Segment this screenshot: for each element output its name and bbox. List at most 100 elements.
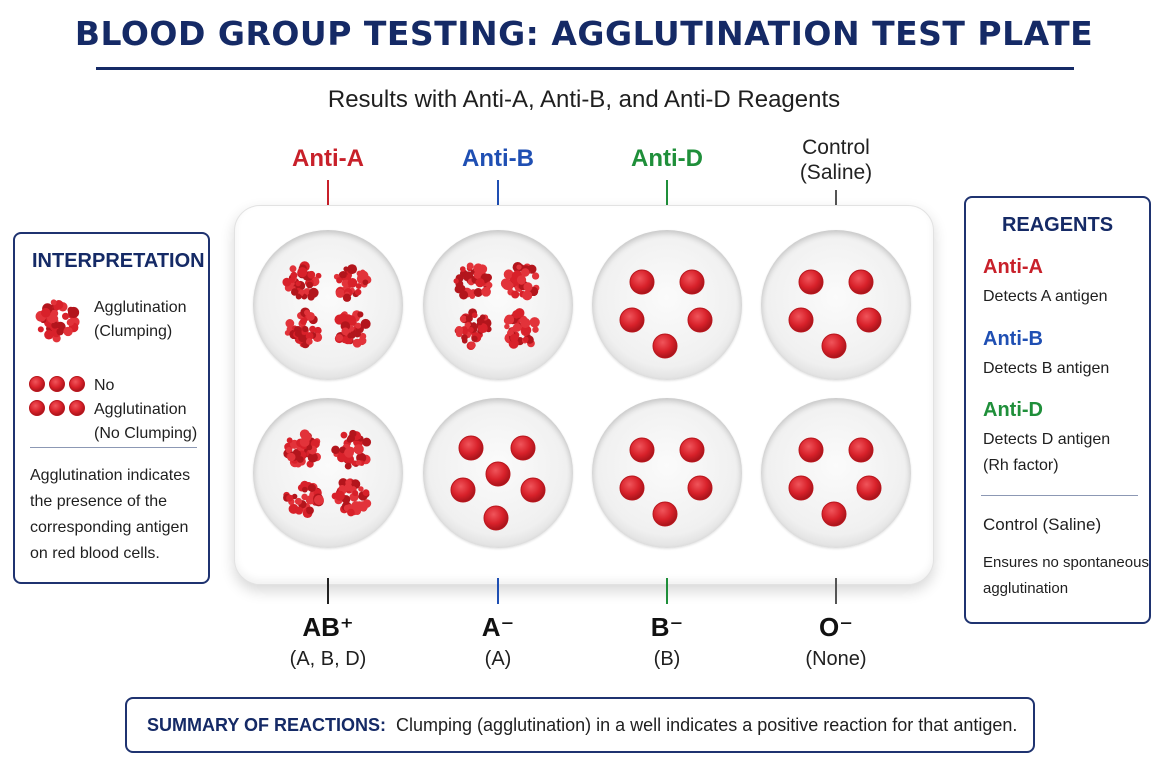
legend-no-agglutination-label: No Agglutination (No Clumping): [94, 374, 208, 446]
red-cell: [619, 475, 645, 501]
well-row2-anti-a: [253, 398, 403, 548]
result-type-a-negative: A⁻: [481, 612, 515, 642]
interpretation-note-line: corresponding antigen: [30, 519, 189, 536]
red-cell: [821, 333, 847, 359]
reagent-desc-line: (Rh factor): [983, 457, 1059, 474]
reagent-desc-line: Detects D antigen: [983, 431, 1111, 448]
red-cell: [687, 307, 713, 333]
clump: [284, 307, 323, 349]
red-cell: [483, 505, 509, 531]
red-cell: [619, 307, 645, 333]
red-cell: [49, 400, 65, 416]
well-row1-anti-a: [253, 230, 403, 380]
interpretation-note-line: on red blood cells.: [30, 545, 160, 562]
well-row2-anti-b: [423, 398, 573, 548]
column-label-control: Control (Saline): [746, 135, 926, 185]
reagent-desc-line: Ensures no spontaneous: [983, 554, 1149, 571]
agglutination-clump-icon: [35, 299, 80, 343]
well-row1-anti-b: [423, 230, 573, 380]
clump: [282, 261, 322, 301]
column-label-control-line1: Control: [802, 136, 870, 159]
red-cell: [652, 501, 678, 527]
result-type-b-negative: B⁻: [650, 612, 684, 642]
result-antigens-b-negative: (B): [653, 648, 681, 670]
red-cell: [856, 475, 882, 501]
clump: [331, 478, 372, 517]
reagent-desc-line: Detects A antigen: [983, 288, 1108, 305]
interpretation-note-line: Agglutination indicates: [30, 467, 191, 484]
legend-no-agglutination-line2: (No Clumping): [94, 425, 198, 442]
test-plate: [234, 205, 934, 585]
clump: [453, 262, 493, 300]
well-row2-anti-d: [592, 398, 742, 548]
reagent-desc-anti-b: Detects B antigen: [983, 356, 1109, 382]
title-underline: [96, 67, 1074, 70]
red-cell: [821, 501, 847, 527]
red-cell: [687, 475, 713, 501]
red-cell: [652, 333, 678, 359]
reagent-desc-line: Detects B antigen: [983, 360, 1110, 377]
no-agglutination-cells-icon: [29, 376, 85, 416]
legend-agglutination-label: Agglutination (Clumping): [94, 296, 187, 344]
column-label-control-line2: (Saline): [799, 161, 873, 184]
interpretation-note-line: the presence of the: [30, 493, 167, 510]
red-cell: [788, 475, 814, 501]
red-cell: [629, 269, 655, 295]
column-label-anti-d: Anti-D: [631, 145, 703, 172]
red-cell: [69, 400, 85, 416]
red-cell: [848, 437, 874, 463]
leader-line-result-b-neg: [666, 578, 668, 604]
legend-agglutination-line2: (Clumping): [94, 323, 173, 340]
interpretation-note: Agglutination indicates the presence of …: [30, 463, 190, 567]
red-cell: [485, 461, 511, 487]
clump: [454, 308, 492, 351]
red-cell: [629, 437, 655, 463]
red-cell: [510, 435, 536, 461]
page-subtitle: Results with Anti-A, Anti-B, and Anti-D …: [327, 86, 841, 113]
red-cell: [69, 376, 85, 392]
page-title: BLOOD GROUP TESTING: AGGLUTINATION TEST …: [74, 14, 1094, 53]
leader-line-result-o-neg: [835, 578, 837, 604]
red-cell: [29, 376, 45, 392]
reagents-panel: REAGENTS Anti-A Detects A antigen Anti-B…: [964, 196, 1151, 624]
well-row1-anti-d: [592, 230, 742, 380]
reagent-name-anti-a: Anti-A: [983, 256, 1043, 278]
interpretation-heading: INTERPRETATION: [32, 250, 205, 272]
result-type-ab-positive: AB⁺: [302, 612, 354, 642]
clump: [35, 299, 80, 343]
red-cell: [798, 269, 824, 295]
red-cell: [679, 437, 705, 463]
legend-no-agglutination-line1: No Agglutination: [94, 377, 187, 418]
column-label-anti-b: Anti-B: [462, 145, 534, 172]
clump: [331, 429, 372, 470]
result-antigens-o-negative: (None): [805, 648, 867, 670]
summary-label: SUMMARY OF REACTIONS:: [147, 714, 387, 735]
red-cell: [458, 435, 484, 461]
clump: [283, 429, 321, 468]
interpretation-panel: INTERPRETATION Agglutination (Clumping) …: [13, 232, 210, 584]
clump: [500, 262, 540, 301]
result-antigens-ab-positive: (A, B, D): [289, 648, 367, 670]
result-antigens-a-negative: (A): [484, 648, 512, 670]
well-row2-control: [761, 398, 911, 548]
reagent-control-desc: Ensures no spontaneous agglutination: [983, 550, 1149, 602]
leader-line-result-a-neg: [497, 578, 499, 604]
summary-text: Clumping (agglutination) in a well indic…: [396, 714, 1018, 735]
legend-agglutination-line1: Agglutination: [94, 299, 187, 316]
reagent-desc-line: agglutination: [983, 580, 1069, 597]
red-cell: [679, 269, 705, 295]
well-row1-control: [761, 230, 911, 380]
red-cell: [49, 376, 65, 392]
red-cell: [788, 307, 814, 333]
reagents-heading: REAGENTS: [1001, 214, 1114, 236]
reagent-desc-anti-d: Detects D antigen (Rh factor): [983, 427, 1110, 479]
red-cell: [520, 477, 546, 503]
red-cell: [856, 307, 882, 333]
summary-bar: SUMMARY OF REACTIONS: Clumping (agglutin…: [125, 697, 1035, 753]
red-cell: [450, 477, 476, 503]
column-label-anti-a: Anti-A: [292, 145, 364, 172]
reagent-name-anti-b: Anti-B: [983, 328, 1043, 350]
red-cell: [848, 269, 874, 295]
reagent-control-name: Control (Saline): [983, 515, 1102, 534]
clump: [334, 310, 371, 348]
